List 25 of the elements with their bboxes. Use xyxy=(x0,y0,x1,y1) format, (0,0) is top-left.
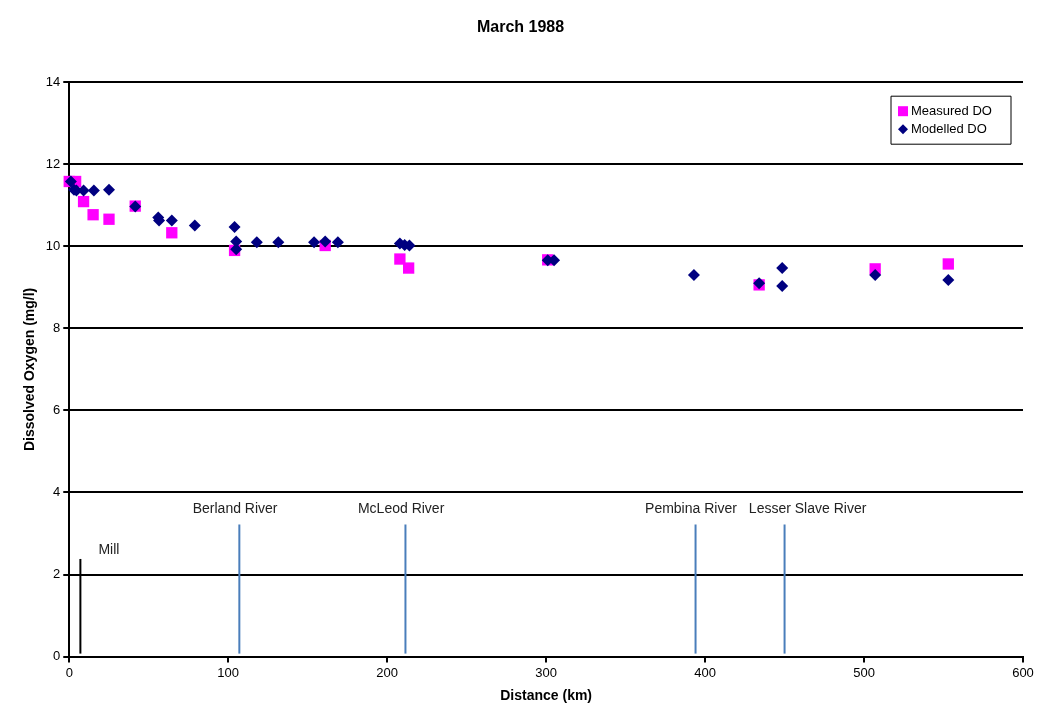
ref-line-label: Mill xyxy=(98,540,120,557)
ref-line-label: Pembina River xyxy=(645,500,738,517)
x-tick-label: 300 xyxy=(535,664,557,680)
legend-label: Measured DO xyxy=(911,102,992,118)
y-tick-label: 0 xyxy=(53,648,61,664)
y-tick-label: 2 xyxy=(53,566,61,582)
ref-line-label: McLeod River xyxy=(357,500,445,517)
y-tick-label: 10 xyxy=(45,237,61,253)
x-tick-label: 0 xyxy=(65,664,73,680)
y-tick-label: 8 xyxy=(53,319,61,335)
x-axis-title: Distance (km) xyxy=(500,687,593,704)
x-tick-label: 500 xyxy=(853,664,875,680)
y-axis-title: Dissolved Oxygen (mg/l) xyxy=(21,287,38,452)
y-tick-label: 4 xyxy=(53,484,61,500)
y-tick-label: 12 xyxy=(45,155,61,171)
y-tick-label: 14 xyxy=(45,73,61,89)
x-tick-label: 600 xyxy=(1012,664,1034,680)
y-tick-label: 6 xyxy=(53,402,61,418)
x-tick-label: 100 xyxy=(217,664,240,680)
legend-label: Modelled DO xyxy=(911,120,987,136)
ref-line-label: Lesser Slave River xyxy=(748,500,867,517)
x-tick-label: 400 xyxy=(694,664,716,680)
x-tick-label: 200 xyxy=(376,664,399,680)
ref-line-label: Berland River xyxy=(192,500,278,517)
chart-title: March 1988 xyxy=(476,18,565,36)
